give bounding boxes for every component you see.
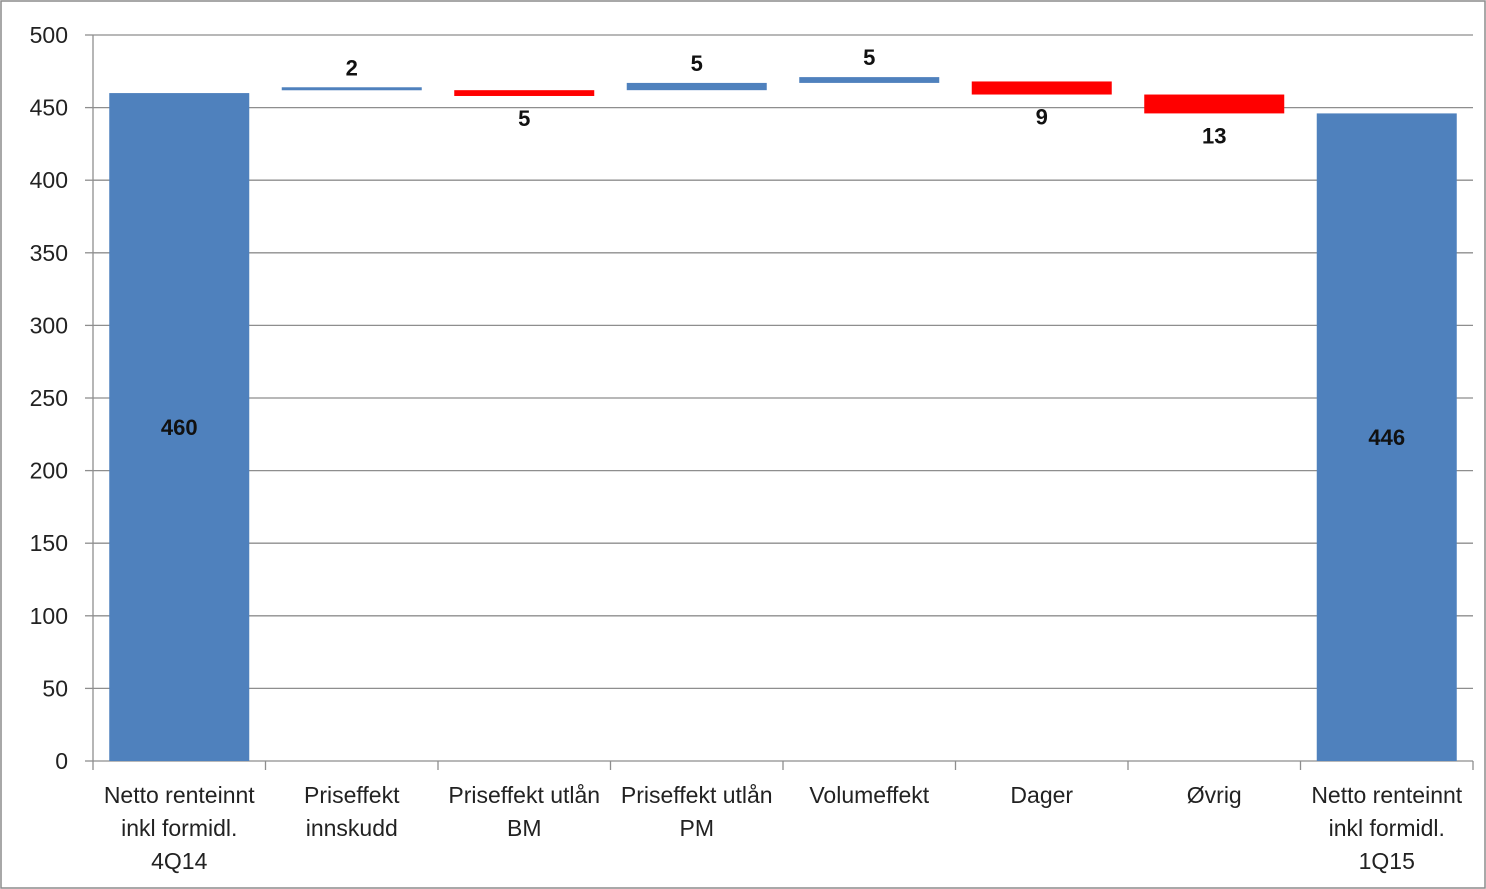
bar-decrease (454, 90, 595, 96)
data-label: 2 (346, 55, 358, 80)
data-label: 5 (863, 45, 875, 70)
bar-increase (799, 77, 940, 83)
bar-decrease (971, 81, 1112, 95)
data-label: 5 (518, 106, 530, 131)
bar-increase (281, 87, 422, 91)
bar-decrease (1144, 94, 1285, 114)
data-label: 9 (1036, 105, 1048, 130)
y-tick-label: 400 (30, 167, 68, 193)
y-tick-label: 200 (30, 458, 68, 484)
x-category-label: Volumeffekt (809, 782, 929, 808)
x-category-label: Priseffekt utlån PM (621, 782, 773, 841)
y-tick-label: 500 (30, 22, 68, 48)
y-tick-label: 250 (30, 385, 68, 411)
y-tick-label: 350 (30, 240, 68, 266)
y-tick-label: 100 (30, 603, 68, 629)
y-tick-label: 50 (42, 675, 68, 701)
x-category-label: Netto renteinnt inkl formidl. 4Q14 (104, 782, 255, 874)
y-tick-label: 150 (30, 530, 68, 556)
x-category-label: Dager (1010, 782, 1073, 808)
x-category-label: Øvrig (1187, 782, 1242, 808)
x-category-label: Netto renteinnt inkl formidl. 1Q15 (1311, 782, 1462, 874)
x-category-label: Priseffekt utlån BM (448, 782, 600, 841)
data-label: 13 (1202, 123, 1226, 148)
bar-total (109, 93, 250, 761)
y-tick-label: 450 (30, 95, 68, 121)
data-label: 446 (1368, 425, 1405, 450)
x-category-label: Priseffekt innskudd (304, 782, 400, 841)
y-tick-label: 0 (55, 748, 68, 774)
bar-increase (626, 82, 767, 91)
y-tick-label: 300 (30, 312, 68, 338)
data-label: 5 (691, 51, 703, 76)
bar-total (1316, 113, 1457, 761)
data-label: 460 (161, 415, 198, 440)
